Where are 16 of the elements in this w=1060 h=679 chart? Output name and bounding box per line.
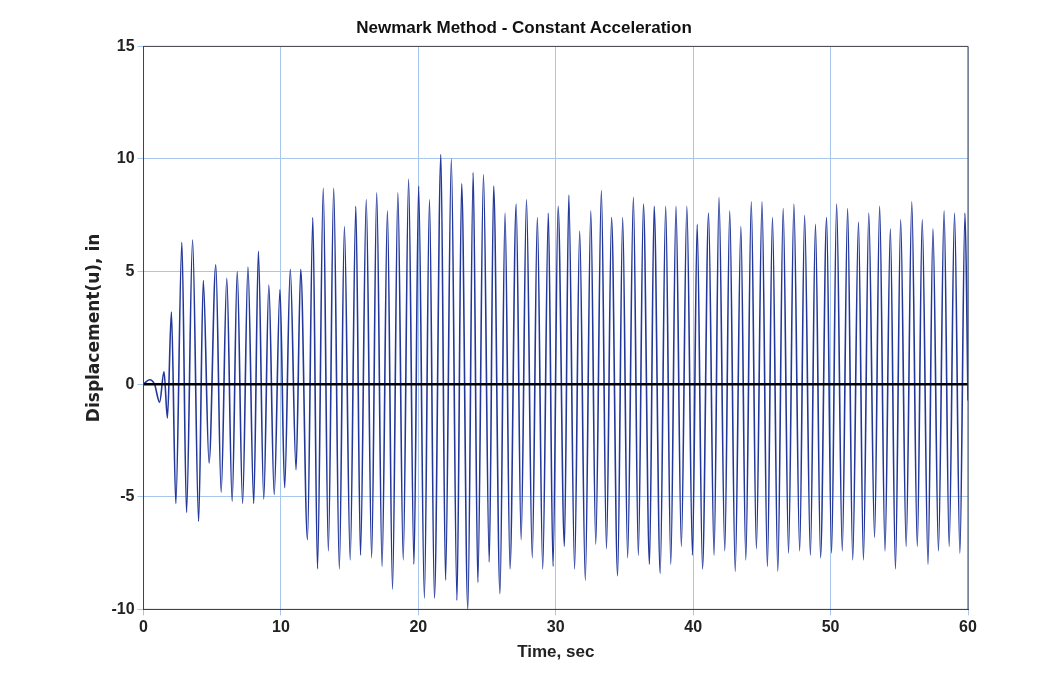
y-tick-label: 15	[116, 36, 135, 54]
x-tick-label: 50	[821, 618, 840, 636]
y-tick-label: -5	[120, 487, 135, 505]
x-tick-label: 60	[959, 618, 977, 636]
chart-title: Newmark Method - Constant Acceleration	[356, 17, 692, 37]
y-tick-label: 0	[125, 374, 135, 392]
x-axis-title: Time, sec	[517, 642, 595, 662]
y-tick-label: 10	[116, 149, 135, 167]
x-tick-label: 30	[546, 618, 565, 636]
x-tick-label: 10	[272, 618, 290, 636]
x-tick-label: 40	[684, 618, 703, 636]
x-tick-label: 0	[139, 618, 149, 636]
y-tick-label: -10	[111, 599, 135, 617]
x-tick-label: 20	[409, 618, 428, 636]
y-tick-label: 5	[125, 262, 135, 280]
y-axis-title: Displacement(u), in	[82, 233, 103, 423]
